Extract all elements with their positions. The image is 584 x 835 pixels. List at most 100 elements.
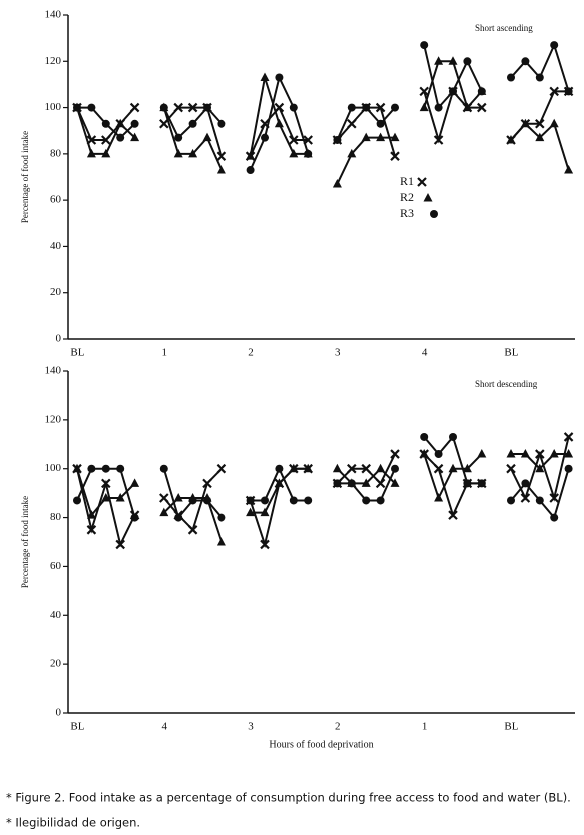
marker-triangle [564, 449, 574, 458]
marker-triangle [289, 148, 299, 158]
marker-x [101, 135, 111, 145]
y-tick-label: 80 [50, 147, 62, 159]
marker-triangle [274, 478, 284, 487]
marker-triangle [159, 507, 169, 517]
x-tick-label: 3 [335, 347, 341, 359]
y-tick-label: 120 [45, 55, 62, 67]
marker-x [361, 463, 371, 474]
y-tick-label: 100 [45, 462, 62, 474]
series-line [77, 42, 570, 171]
marker-circle [159, 103, 168, 112]
marker-triangle [173, 148, 183, 158]
marker-circle [347, 103, 356, 112]
marker-circle [477, 87, 486, 96]
marker-circle [535, 496, 544, 505]
marker-triangle [419, 102, 429, 112]
marker-circle [116, 464, 125, 473]
marker-triangle [303, 463, 313, 473]
x-tick-label: BL [504, 721, 518, 733]
marker-circle [362, 496, 371, 505]
marker-triangle [434, 56, 444, 65]
y-tick-label: 20 [50, 658, 62, 670]
marker-triangle [115, 493, 125, 502]
y-axis-title: Percentage of food intake [20, 496, 30, 588]
marker-circle [376, 119, 385, 128]
marker-triangle [462, 102, 472, 112]
marker-triangle [274, 118, 284, 128]
marker-triangle [101, 493, 111, 502]
marker-circle [275, 73, 284, 82]
marker-circle [217, 513, 226, 522]
marker-triangle [130, 132, 140, 142]
marker-circle [116, 133, 125, 142]
marker-circle [564, 87, 573, 96]
y-tick-label: 20 [50, 286, 62, 298]
marker-triangle [347, 148, 357, 158]
marker-triangle [332, 463, 342, 473]
marker-circle [87, 464, 96, 473]
marker-triangle [101, 148, 111, 158]
marker-x [390, 449, 400, 459]
marker-circle [333, 479, 342, 488]
legend-marker [417, 177, 427, 187]
marker-triangle [376, 463, 386, 473]
marker-circle [449, 87, 457, 96]
x-tick-label: 1 [161, 347, 167, 359]
legend-marker [423, 193, 433, 202]
marker-x [347, 463, 357, 474]
marker-circle [130, 119, 139, 128]
marker-x [448, 510, 458, 520]
series-line [76, 434, 570, 520]
marker-triangle [216, 165, 226, 174]
y-tick-label: 0 [56, 333, 62, 345]
marker-circle [420, 432, 429, 441]
marker-x [101, 478, 111, 489]
marker-triangle [535, 463, 545, 473]
marker-x [159, 493, 169, 503]
marker-circle [333, 135, 342, 144]
legend-label: R3 [400, 206, 414, 220]
marker-triangle [115, 118, 125, 128]
marker-triangle [260, 507, 270, 517]
x-tick-label: BL [504, 347, 518, 359]
series-line [76, 453, 569, 543]
annotation: Short ascending [475, 23, 533, 33]
marker-triangle [477, 449, 487, 458]
marker-triangle [361, 478, 371, 487]
marker-x [535, 449, 545, 459]
y-axis-title: Percentage of food intake [20, 131, 30, 223]
y-tick-label: 60 [50, 560, 62, 572]
marker-circle [246, 166, 255, 175]
y-tick-label: 140 [45, 365, 62, 377]
marker-circle [73, 103, 81, 112]
marker-x [347, 118, 357, 129]
legend-marker [430, 210, 438, 218]
x-tick-label: 2 [248, 347, 254, 359]
marker-triangle [86, 148, 96, 158]
marker-circle [217, 119, 226, 128]
marker-x [274, 102, 285, 113]
marker-triangle [188, 148, 198, 158]
marker-triangle [390, 132, 400, 142]
marker-triangle [332, 178, 342, 188]
marker-circle [87, 103, 96, 112]
marker-circle [275, 464, 284, 473]
marker-x [506, 463, 516, 474]
marker-x [173, 102, 183, 113]
marker-circle [203, 103, 211, 112]
marker-x [375, 102, 386, 113]
marker-circle [420, 41, 429, 50]
marker-x [202, 478, 212, 489]
marker-x [375, 478, 386, 489]
marker-x [549, 493, 559, 503]
marker-x [477, 102, 487, 113]
marker-circle [188, 119, 197, 128]
series-line [76, 60, 570, 185]
marker-triangle [376, 132, 386, 142]
x-tick-label: BL [70, 721, 84, 733]
x-tick-label: 3 [248, 721, 254, 733]
marker-triangle [86, 510, 96, 519]
x-tick-label: 4 [422, 347, 428, 359]
marker-circle [362, 103, 371, 112]
